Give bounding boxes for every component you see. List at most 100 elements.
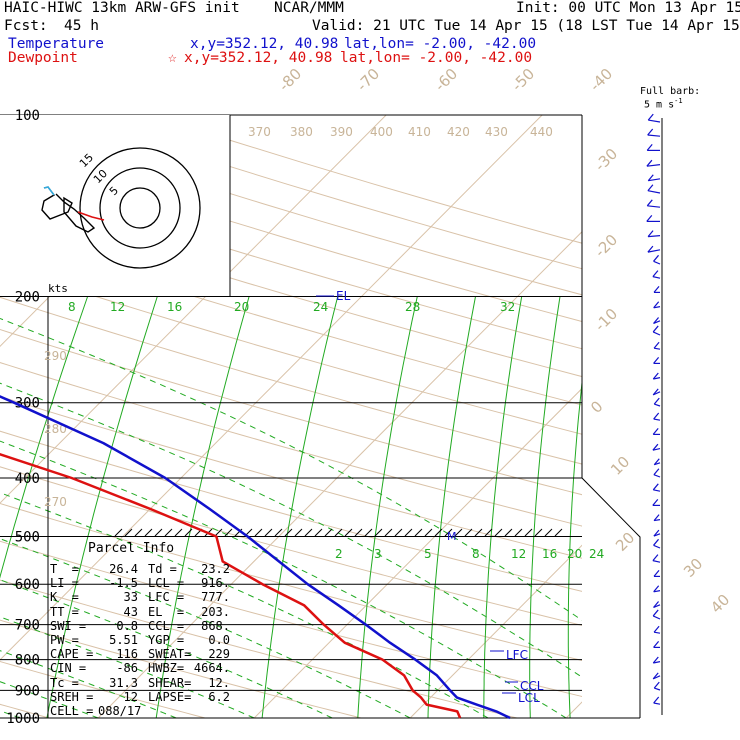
parcel-value: 33 [123, 590, 138, 605]
wind-barb-flag [653, 570, 660, 577]
wind-barb-flag [653, 696, 660, 704]
parcel-key: CCL = [148, 618, 185, 633]
parcel-value: 229 [208, 647, 230, 662]
wind-barb-flag [653, 317, 660, 324]
moist-adiabat-line [0, 492, 489, 719]
parcel-key: EL = [148, 604, 185, 619]
parcel-value: 116 [116, 647, 138, 662]
moist-adiabat-line [0, 382, 582, 678]
valid-time: Valid: 21 UTC Tue 14 Apr 15 (18 LST Tue … [312, 18, 740, 34]
dry-adiabat-line [0, 502, 582, 661]
wind-barb-flag [653, 301, 660, 309]
theta-label: 390 [330, 125, 353, 139]
parcel-key: CAPE = [50, 647, 94, 662]
wind-barb-flag [653, 412, 660, 420]
hodograph-trace-upper [43, 186, 55, 196]
wind-barb-flag [653, 357, 660, 364]
parcel-key: TT = [50, 604, 79, 619]
temperature-profile-line [0, 395, 511, 720]
wind-barb-flag [653, 601, 660, 608]
hatch-mark [394, 528, 403, 537]
dry-adiabat-line [0, 204, 582, 378]
parcel-value: -1.5 [109, 576, 138, 591]
dry-adiabat-line [0, 579, 518, 719]
dewpoint-xy: x,y=352.12, 40.98 [184, 50, 333, 66]
plot-right-notch [581, 477, 641, 718]
hatch-mark [164, 528, 173, 537]
wind-barb-flag [653, 286, 660, 293]
mixing-ratio-label: 12 [110, 300, 125, 314]
wind-barb-flag [653, 468, 660, 476]
hatch-mark [414, 528, 423, 537]
parcel-value: 0.0 [208, 633, 230, 647]
hatch-mark [214, 528, 223, 537]
moist-adiabat-line [0, 616, 255, 719]
hatch-mark [494, 528, 503, 537]
hatch-mark [514, 528, 523, 537]
wind-barb-flag [646, 199, 653, 207]
hatch-mark [124, 528, 133, 537]
hodograph-units-label: kts [48, 282, 68, 295]
isotherm-line [409, 544, 582, 719]
isotherm-line [565, 701, 582, 719]
mixing-ratio-label: 12 [511, 547, 526, 561]
theta-label: 400 [370, 125, 393, 139]
wind-barb-flag [653, 681, 660, 689]
wind-barb [646, 164, 661, 167]
dry-adiabat-line [0, 466, 582, 626]
parcel-value: -86 [116, 661, 138, 676]
hodograph-background [0, 115, 230, 296]
mixing-ratio-label: 2 [335, 547, 343, 561]
mixing-ratio-label: 8 [68, 300, 76, 314]
hatch-mark [284, 528, 293, 537]
parcel-key: SREH = [50, 689, 94, 704]
hatch-mark [114, 528, 123, 537]
hodograph-trace-low [77, 211, 105, 221]
hatch-mark [554, 528, 563, 537]
temperature-xy: x,y=352.12, 40.98 [190, 36, 339, 52]
wind-barb-flag [652, 499, 659, 506]
wind-barb-flag [653, 585, 660, 593]
parcel-value: 777. [201, 590, 230, 605]
parcel-value: 43 [123, 604, 138, 619]
theta-label: 430 [485, 125, 508, 139]
parcel-key: LFC = [148, 590, 185, 605]
parcel-value: 916. [201, 576, 230, 591]
parcel-value: 23.2 [201, 562, 230, 576]
hatch-mark [304, 528, 313, 537]
isotherm-label: -60 [431, 65, 461, 95]
isotherm-label: -80 [275, 65, 305, 95]
hatch-mark [534, 528, 543, 537]
wind-barb-flag [646, 215, 653, 222]
wind-barb-flag [653, 397, 660, 405]
wind-barb-flag [653, 458, 660, 466]
temperature-label: Temperature [8, 36, 105, 52]
mixing-ratio-label: 8 [472, 547, 480, 561]
wind-barb [653, 418, 661, 421]
wind-barb-flag [647, 245, 654, 253]
dewpoint-latlon: lat,lon= -2.00, -42.00 [340, 50, 533, 66]
parcel-value: 5.51 [109, 633, 138, 647]
isotherm-label: 20 [612, 529, 638, 555]
wind-barb-flag [652, 270, 659, 278]
wind-barb-flag [647, 174, 654, 182]
dry-adiabat-line [0, 619, 362, 719]
parcel-value: 088/17 [98, 704, 142, 718]
hatch-mark [404, 528, 413, 537]
dewpoint-marker-icon: ☆ [168, 50, 177, 66]
wind-barb [647, 134, 661, 137]
pressure-tick-label: 400 [15, 471, 40, 487]
parcel-value: 26.4 [109, 562, 138, 576]
dewpoint-profile-line [0, 452, 462, 719]
dry-adiabat-line [0, 234, 582, 406]
wind-barb-flag [646, 144, 653, 151]
hatch-mark [354, 528, 363, 537]
wind-barb-flag [652, 325, 659, 333]
hatch-mark [264, 528, 273, 537]
wind-barb [653, 260, 661, 265]
hodograph-ring [99, 167, 181, 249]
parcel-key: SHEAR= [148, 675, 192, 690]
wind-barb-flag [652, 428, 659, 435]
pressure-tick-label: 500 [15, 529, 40, 545]
